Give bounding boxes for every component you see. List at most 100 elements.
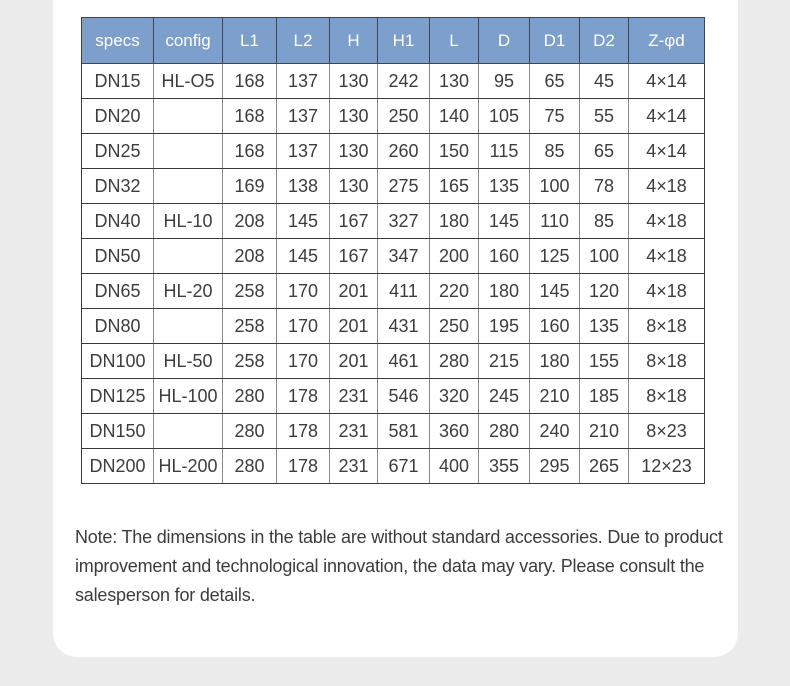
value-cell: 130 <box>429 63 479 99</box>
value-cell: 4×14 <box>628 63 705 99</box>
value-cell: 210 <box>579 413 629 449</box>
value-cell: 8×18 <box>628 308 705 344</box>
value-cell: 461 <box>377 343 430 379</box>
column-header-l2: L2 <box>276 17 330 64</box>
value-cell: 130 <box>329 168 378 204</box>
value-cell: 178 <box>276 413 330 449</box>
value-cell: 245 <box>478 378 530 414</box>
value-cell: 130 <box>329 98 378 134</box>
value-cell: 170 <box>276 343 330 379</box>
config-cell <box>153 238 223 274</box>
value-cell: 208 <box>222 203 277 239</box>
value-cell: 8×18 <box>628 343 705 379</box>
value-cell: 145 <box>276 203 330 239</box>
spec-cell: DN20 <box>81 98 154 134</box>
config-cell: HL-100 <box>153 378 223 414</box>
table-row: DN150 280 178 231 581 360 280 240 210 8×23 <box>81 413 705 449</box>
config-cell <box>153 98 223 134</box>
value-cell: 78 <box>579 168 629 204</box>
header-row: specs config L1 L2 H H1 L D D1 D2 Z-φd <box>81 17 705 64</box>
value-cell: 168 <box>222 98 277 134</box>
value-cell: 145 <box>478 203 530 239</box>
value-cell: 145 <box>276 238 330 274</box>
value-cell: 411 <box>377 273 430 309</box>
config-cell <box>153 308 223 344</box>
value-cell: 125 <box>529 238 580 274</box>
value-cell: 185 <box>579 378 629 414</box>
config-cell <box>153 168 223 204</box>
value-cell: 178 <box>276 448 330 484</box>
value-cell: 320 <box>429 378 479 414</box>
spec-cell: DN65 <box>81 273 154 309</box>
table-row: DN15 HL-O5 168 137 130 242 130 95 65 45 4×14 <box>81 63 705 99</box>
value-cell: 258 <box>222 273 277 309</box>
value-cell: 250 <box>377 98 430 134</box>
value-cell: 280 <box>222 448 277 484</box>
table-row: DN200 HL-200 280 178 231 671 400 355 295 265 12×23 <box>81 448 705 484</box>
value-cell: 75 <box>529 98 580 134</box>
value-cell: 360 <box>429 413 479 449</box>
table-row: DN32 169 138 130 275 165 135 100 78 4×18 <box>81 168 705 204</box>
column-header-config: config <box>153 17 223 64</box>
config-cell: HL-O5 <box>153 63 223 99</box>
value-cell: 150 <box>429 133 479 169</box>
value-cell: 120 <box>579 273 629 309</box>
config-cell <box>153 413 223 449</box>
value-cell: 231 <box>329 378 378 414</box>
value-cell: 160 <box>529 308 580 344</box>
table-row: DN50 208 145 167 347 200 160 125 100 4×18 <box>81 238 705 274</box>
value-cell: 160 <box>478 238 530 274</box>
value-cell: 145 <box>529 273 580 309</box>
value-cell: 327 <box>377 203 430 239</box>
spec-cell: DN40 <box>81 203 154 239</box>
value-cell: 168 <box>222 63 277 99</box>
value-cell: 105 <box>478 98 530 134</box>
column-header-d: D <box>478 17 530 64</box>
value-cell: 195 <box>478 308 530 344</box>
value-cell: 100 <box>529 168 580 204</box>
value-cell: 201 <box>329 273 378 309</box>
value-cell: 275 <box>377 168 430 204</box>
value-cell: 4×18 <box>628 168 705 204</box>
value-cell: 260 <box>377 133 430 169</box>
value-cell: 95 <box>478 63 530 99</box>
value-cell: 85 <box>529 133 580 169</box>
value-cell: 180 <box>478 273 530 309</box>
table-row: DN100 HL-50 258 170 201 461 280 215 180 155 8×18 <box>81 343 705 379</box>
value-cell: 155 <box>579 343 629 379</box>
content-card: specs config L1 L2 H H1 L D D1 D2 Z-φd DN15 HL-O5 16… <box>53 0 738 657</box>
value-cell: 169 <box>222 168 277 204</box>
value-cell: 280 <box>222 378 277 414</box>
config-cell: HL-10 <box>153 203 223 239</box>
value-cell: 4×14 <box>628 98 705 134</box>
value-cell: 130 <box>329 133 378 169</box>
value-cell: 546 <box>377 378 430 414</box>
spec-table: specs config L1 L2 H H1 L D D1 D2 Z-φd DN15 HL-O5 16… <box>81 17 705 484</box>
value-cell: 100 <box>579 238 629 274</box>
table-row: DN65 HL-20 258 170 201 411 220 180 145 120 4×18 <box>81 273 705 309</box>
value-cell: 165 <box>429 168 479 204</box>
value-cell: 250 <box>429 308 479 344</box>
value-cell: 65 <box>579 133 629 169</box>
spec-cell: DN200 <box>81 448 154 484</box>
column-header-l1: L1 <box>222 17 277 64</box>
value-cell: 4×18 <box>628 273 705 309</box>
column-header-d1: D1 <box>529 17 580 64</box>
value-cell: 280 <box>429 343 479 379</box>
value-cell: 137 <box>276 133 330 169</box>
column-header-l: L <box>429 17 479 64</box>
value-cell: 581 <box>377 413 430 449</box>
value-cell: 258 <box>222 308 277 344</box>
value-cell: 167 <box>329 203 378 239</box>
column-header-h: H <box>329 17 378 64</box>
value-cell: 201 <box>329 343 378 379</box>
value-cell: 135 <box>579 308 629 344</box>
value-cell: 265 <box>579 448 629 484</box>
value-cell: 137 <box>276 98 330 134</box>
value-cell: 137 <box>276 63 330 99</box>
config-cell: HL-50 <box>153 343 223 379</box>
table-row: DN80 258 170 201 431 250 195 160 135 8×18 <box>81 308 705 344</box>
value-cell: 55 <box>579 98 629 134</box>
value-cell: 65 <box>529 63 580 99</box>
